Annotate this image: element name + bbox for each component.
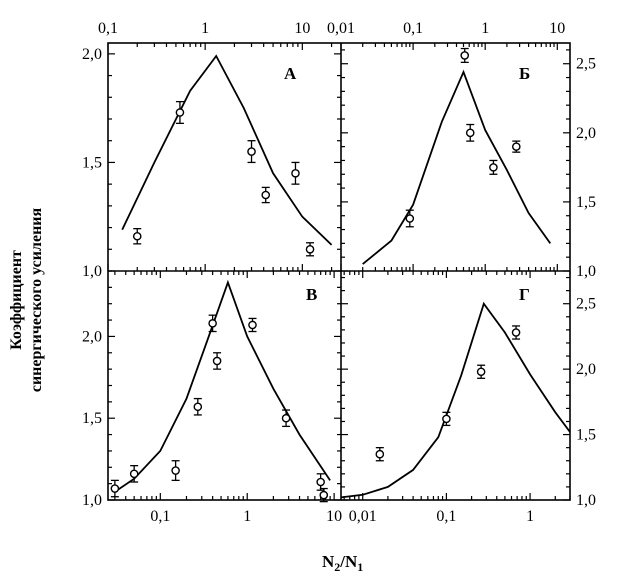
panel-2-x-tick-label: 0,1: [403, 20, 423, 37]
panel-1-y-tick-label: 1,5: [82, 154, 102, 171]
panel-label-v: В: [306, 285, 317, 304]
panel-3-y-tick-label: 1,0: [82, 492, 102, 509]
panel-1-curve: [121, 54, 333, 246]
panel-2-data-point: [460, 51, 470, 60]
panel-4-y-tick-label: 1,5: [576, 427, 596, 444]
x-axis-label-sub2: 2: [334, 560, 340, 574]
y-axis-label-line1: Коэффициент: [8, 250, 25, 350]
panel-3-data-point: [316, 477, 325, 487]
panel-3-data-point: [171, 466, 180, 475]
panel-label-b: Б: [519, 64, 530, 83]
panel-3-curve: [114, 279, 331, 493]
panel-4-y-tick-label: 2,0: [576, 361, 596, 378]
panel-1-y-tick-label: 2,0: [82, 46, 102, 63]
panel-1-data-point: [175, 108, 185, 117]
frame-layer: [107, 42, 571, 501]
panel-2-data-point: [489, 163, 498, 172]
panel-4-data-point: [476, 367, 486, 377]
panel-3-data-point: [319, 490, 329, 500]
panel-3-x-tick-label: 1: [243, 508, 251, 525]
panel-2-data-point: [512, 142, 521, 151]
panel-4-x-tick-label: 0,1: [436, 508, 456, 525]
text-layer: 0,1 1 10 1,0 1,5 2,0 0,01 0,1 1 10 1,0 1,5 2,0 2,5 0,1…: [82, 20, 596, 525]
panel-2-y-tick-label: 2,0: [576, 125, 596, 142]
panel-1-y-tick-label: 1,0: [82, 263, 102, 280]
y-axis-label-line2: синергического усиления: [28, 208, 45, 393]
panel-4-y-tick-label: 2,5: [576, 296, 596, 313]
panel-1-data-point: [305, 244, 315, 254]
panel-3-y-tick-label: 2,0: [82, 328, 102, 345]
x-axis-label-n1: /N: [339, 552, 358, 571]
panel-2-x-tick-label: 1: [481, 20, 489, 37]
panel-2-y-tick-label: 2,5: [576, 56, 596, 73]
panel-4-y-tick-label: 1,0: [576, 492, 596, 509]
panel-3-data-point: [248, 320, 257, 330]
panel-3-y-tick-label: 1,5: [82, 410, 102, 427]
panel-3-x-tick-label: 0,1: [150, 508, 170, 525]
panel-3-data-point: [212, 356, 222, 366]
panel-3-data-point: [208, 319, 217, 328]
x-axis-label-n2: N: [322, 552, 335, 571]
panel-2-data-point: [405, 214, 415, 223]
panel-2-y-tick-label: 1,0: [576, 263, 596, 280]
panel-4-curve: [340, 301, 571, 499]
panel-3-data-point: [281, 413, 291, 423]
panel-1-x-tick-label: 10: [294, 20, 310, 37]
panel-3-data-point: [193, 402, 203, 412]
panel-3-data-point: [110, 484, 120, 493]
panel-4-x-tick-label: 1: [526, 508, 534, 525]
x-axis-label-sub1: 1: [357, 560, 363, 574]
panel-1-data-point: [261, 190, 271, 200]
panel-3-data-point: [129, 469, 139, 479]
panel-1-data-point: [247, 147, 256, 156]
panel-2-data-point: [465, 128, 475, 138]
panel-2-curve: [362, 69, 552, 265]
panel-label-g: Г: [519, 285, 530, 304]
panel-1-x-tick-label: 1: [201, 20, 209, 37]
panel-2-y-tick-label: 1,5: [576, 194, 596, 211]
panel-4-data-point: [375, 449, 385, 459]
panel-1-x-tick-label: 0,1: [98, 20, 118, 37]
panel-1-data-point: [132, 231, 142, 241]
panel-1-data-point: [291, 168, 300, 178]
panel-4-data-point: [511, 328, 521, 337]
panel-label-a: А: [284, 64, 297, 83]
panel-3-x-tick-label: 10: [326, 508, 342, 525]
panel-4-data-point: [442, 414, 451, 424]
panel-4-x-tick-label: 0,01: [349, 508, 377, 525]
x-axis-label: N2/N1: [322, 552, 363, 574]
data-layer: [110, 47, 571, 503]
panel-2-x-tick-label: 10: [549, 20, 565, 37]
panel-2-x-tick-label: 0,01: [327, 20, 355, 37]
